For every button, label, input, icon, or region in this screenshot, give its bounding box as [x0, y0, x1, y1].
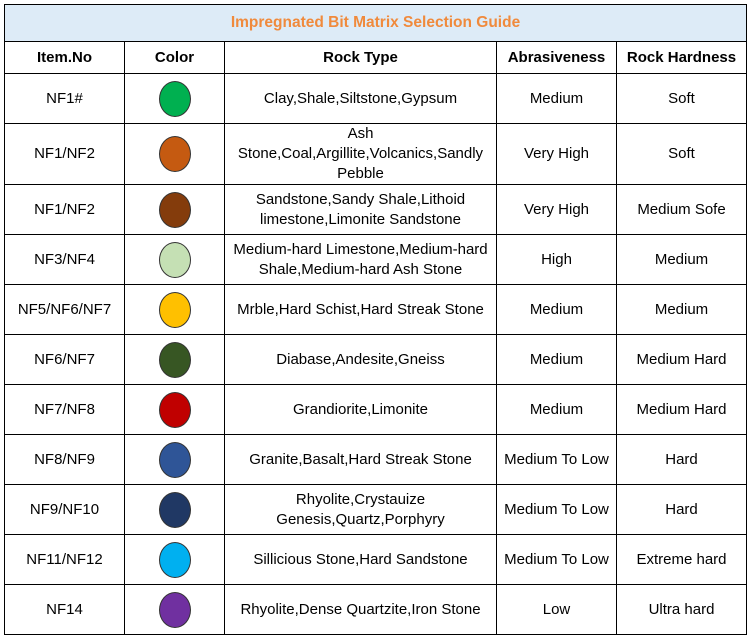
- abrasiveness-cell: Medium: [496, 73, 617, 124]
- abrasiveness-cell: Medium To Low: [496, 534, 617, 585]
- table-row: NF7/NF8 Grandiorite,Limonite Medium Medium …: [4, 384, 748, 435]
- color-swatch: [158, 241, 191, 278]
- table-row: NF5/NF6/NF7 Mrble,Hard Schist,Hard Streak…: [4, 284, 748, 335]
- item-cell: NF8/NF9: [4, 434, 125, 485]
- abrasiveness-cell: Medium To Low: [496, 434, 617, 485]
- hardness-cell: Medium Sofe: [615, 184, 748, 235]
- rock-type-cell: Rhyolite,Dense Quartzite,Iron Stone: [224, 584, 497, 635]
- hardness-cell: Soft: [615, 123, 748, 185]
- item-cell: NF3/NF4: [4, 234, 125, 285]
- column-header: Rock Hardness: [615, 41, 748, 74]
- color-swatch: [158, 341, 191, 378]
- color-cell: [124, 284, 225, 335]
- abrasiveness-cell: High: [496, 234, 617, 285]
- hardness-cell: Hard: [615, 434, 748, 485]
- table-row: NF1# Clay,Shale,Siltstone,Gypsum Medium Sof…: [4, 73, 748, 124]
- hardness-cell: Soft: [615, 73, 748, 124]
- table-row: NF6/NF7 Diabase,Andesite,Gneiss Medium Medi…: [4, 334, 748, 385]
- abrasiveness-cell: Medium To Low: [496, 484, 617, 535]
- item-cell: NF7/NF8: [4, 384, 125, 435]
- color-cell: [124, 484, 225, 535]
- abrasiveness-cell: Very High: [496, 184, 617, 235]
- column-header: Rock Type: [224, 41, 497, 74]
- rock-type-cell: Mrble,Hard Schist,Hard Streak Stone: [224, 284, 497, 335]
- column-header: Color: [124, 41, 225, 74]
- color-cell: [124, 434, 225, 485]
- color-cell: [124, 184, 225, 235]
- color-cell: [124, 234, 225, 285]
- item-cell: NF5/NF6/NF7: [4, 284, 125, 335]
- item-cell: NF11/NF12: [4, 534, 125, 585]
- table-row: NF1/NF2 Ash Stone,Coal,Argillite,Volcanic…: [4, 123, 748, 185]
- hardness-cell: Medium Hard: [615, 334, 748, 385]
- rock-type-cell: Grandiorite,Limonite: [224, 384, 497, 435]
- hardness-cell: Extreme hard: [615, 534, 748, 585]
- item-cell: NF1/NF2: [4, 123, 125, 185]
- color-swatch: [158, 441, 191, 478]
- rock-type-cell: Clay,Shale,Siltstone,Gypsum: [224, 73, 497, 124]
- rock-type-cell: Sillicious Stone,Hard Sandstone: [224, 534, 497, 585]
- rock-type-cell: Sandstone,Sandy Shale,Lithoid limestone,…: [224, 184, 497, 235]
- color-cell: [124, 584, 225, 635]
- color-swatch: [158, 291, 191, 328]
- table-row: NF3/NF4 Medium-hard Limestone,Medium-hard…: [4, 234, 748, 285]
- column-header: Abrasiveness: [496, 41, 617, 74]
- item-cell: NF14: [4, 584, 125, 635]
- color-cell: [124, 534, 225, 585]
- abrasiveness-cell: Medium: [496, 284, 617, 335]
- color-cell: [124, 334, 225, 385]
- table-row: NF9/NF10 Rhyolite,Crystauize Genesis,Quar…: [4, 484, 748, 535]
- column-header: Item.No: [4, 41, 125, 74]
- table-title: Impregnated Bit Matrix Selection Guide: [3, 4, 748, 42]
- rock-type-cell: Medium-hard Limestone,Medium-hard Shale,…: [224, 234, 497, 285]
- selection-table: Impregnated Bit Matrix Selection Guide I…: [3, 4, 748, 635]
- abrasiveness-cell: Low: [496, 584, 617, 635]
- hardness-cell: Medium: [615, 284, 748, 335]
- color-cell: [124, 123, 225, 185]
- color-cell: [124, 384, 225, 435]
- table-row: NF1/NF2 Sandstone,Sandy Shale,Lithoid lim…: [4, 184, 748, 235]
- item-cell: NF6/NF7: [4, 334, 125, 385]
- color-swatch: [158, 591, 191, 628]
- table-row: NF14 Rhyolite,Dense Quartzite,Iron Stone L…: [4, 584, 748, 635]
- color-swatch: [158, 541, 191, 578]
- table-row: NF8/NF9 Granite,Basalt,Hard Streak Stone M…: [4, 434, 748, 485]
- color-swatch: [158, 391, 191, 428]
- color-cell: [124, 73, 225, 124]
- hardness-cell: Hard: [615, 484, 748, 535]
- rock-type-cell: Granite,Basalt,Hard Streak Stone: [224, 434, 497, 485]
- color-swatch: [158, 191, 191, 228]
- item-cell: NF9/NF10: [4, 484, 125, 535]
- rock-type-cell: Rhyolite,Crystauize Genesis,Quartz,Porph…: [224, 484, 497, 535]
- color-swatch: [158, 491, 191, 528]
- abrasiveness-cell: Medium: [496, 384, 617, 435]
- hardness-cell: Ultra hard: [615, 584, 748, 635]
- table-row: NF11/NF12 Sillicious Stone,Hard Sandstone…: [4, 534, 748, 585]
- color-swatch: [158, 136, 191, 172]
- item-cell: NF1#: [4, 73, 125, 124]
- abrasiveness-cell: Medium: [496, 334, 617, 385]
- hardness-cell: Medium: [615, 234, 748, 285]
- abrasiveness-cell: Very High: [496, 123, 617, 185]
- hardness-cell: Medium Hard: [615, 384, 748, 435]
- rock-type-cell: Diabase,Andesite,Gneiss: [224, 334, 497, 385]
- rock-type-cell: Ash Stone,Coal,Argillite,Volcanics,Sandl…: [224, 123, 497, 185]
- color-swatch: [158, 80, 191, 117]
- item-cell: NF1/NF2: [4, 184, 125, 235]
